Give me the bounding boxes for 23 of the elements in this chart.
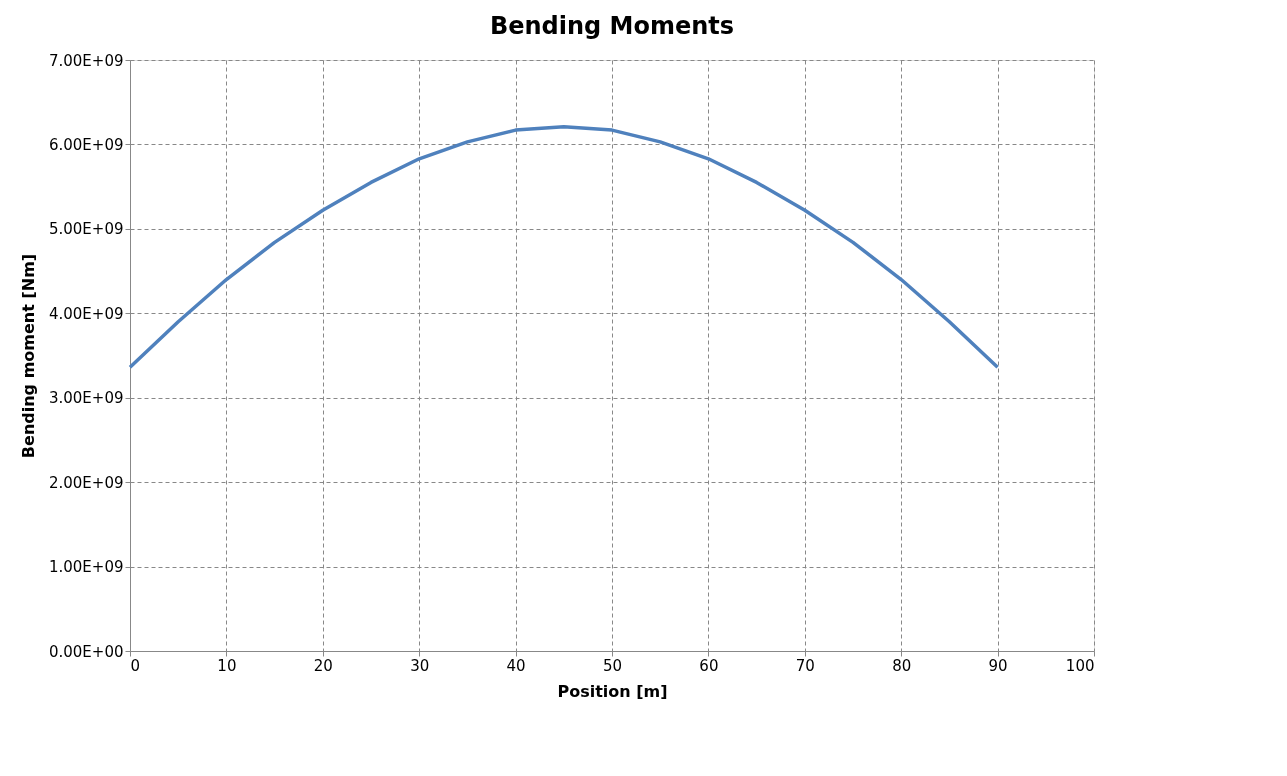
line-series xyxy=(128,124,1000,370)
x-tick-label: 90 xyxy=(988,656,1008,675)
y-tick-label: 5.00E+09 xyxy=(48,220,124,239)
x-tick-label: 10 xyxy=(217,656,237,675)
x-tick-label: 60 xyxy=(699,656,719,675)
y-axis-title: Bending moment [Nm] xyxy=(18,253,38,459)
x-axis-title: Position [m] xyxy=(557,681,668,701)
x-tick-label: 50 xyxy=(602,656,623,675)
x-tick-label: 0 xyxy=(130,656,141,675)
y-tick-label: 3.00E+09 xyxy=(48,389,124,408)
y-tick-label: 0.00E+00 xyxy=(48,642,124,661)
chart-title: Bending Moments xyxy=(489,12,735,40)
y-tick-label: 6.00E+09 xyxy=(48,135,124,154)
y-tick-label: 1.00E+09 xyxy=(48,558,124,577)
x-tick-label: 20 xyxy=(313,656,333,675)
x-tick-label: 40 xyxy=(506,656,526,675)
x-tick-label: 80 xyxy=(892,656,912,675)
y-tick-label: 7.00E+09 xyxy=(48,51,124,70)
x-tick-label: 30 xyxy=(410,656,430,675)
x-tick-label: 100 xyxy=(1065,656,1095,675)
y-tick-label: 4.00E+09 xyxy=(48,304,124,323)
y-tick-label: 2.00E+09 xyxy=(48,473,124,492)
x-tick-label: 70 xyxy=(795,656,815,675)
